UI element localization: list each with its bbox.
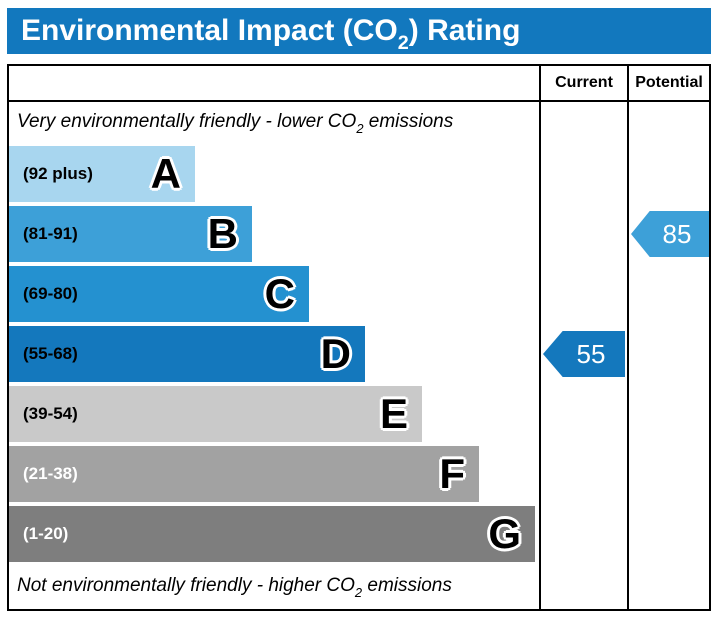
chart-title-text-end: ) Rating [408,14,521,47]
top-note: Very environmentally friendly - lower CO… [9,102,539,144]
rating-band-a: (92 plus) A [9,144,539,204]
band-bar-g: (1-20) G [9,506,535,562]
band-letter: B [207,210,238,257]
band-letter: C [264,270,295,317]
band-range-label: (21-38) [23,464,78,483]
potential-row-a [629,144,709,204]
potential-rating-value: 85 [662,218,692,249]
band-range-label: (1-20) [23,524,69,543]
current-rating-value: 55 [576,338,606,369]
bottom-note-text: Not environmentally friendly - higher CO [17,575,355,596]
chart-title-banner: Environmental Impact (CO2) Rating [7,8,711,54]
rating-band-g: (1-20) G [9,504,539,564]
band-range-label: (92 plus) [23,164,93,183]
rating-band-c: (69-80) C [9,264,539,324]
band-bar-c: (69-80) C [9,266,309,322]
potential-rating-arrow: 85 [631,211,709,257]
column-header-potential: Potential [627,66,709,100]
band-letter: E [379,390,408,437]
band-bar-b: (81-91) B [9,206,252,262]
current-column: 55 [539,102,627,609]
current-rows: 55 [541,144,627,564]
band-range-label: (69-80) [23,284,78,303]
rating-band-d: (55-68) D [9,324,539,384]
potential-column-spacer [629,102,709,144]
rating-band-e: (39-54) E [9,384,539,444]
current-row-b [541,204,627,264]
potential-row-c [629,264,709,324]
chart-body: Very environmentally friendly - lower CO… [9,102,709,609]
band-letter: D [320,330,351,377]
band-letter: A [150,150,181,197]
current-row-a [541,144,627,204]
bottom-note-text-end: emissions [362,575,452,596]
band-letter: F [439,450,465,497]
potential-row-f [629,444,709,504]
current-row-g [541,504,627,564]
band-bar-e: (39-54) E [9,386,422,442]
column-header-spacer [9,66,539,100]
bottom-note-subscript: 2 [354,584,363,600]
top-note-text: Very environmentally friendly - lower CO [17,111,357,132]
epc-rating-chart: Current Potential Very environmentally f… [7,64,711,611]
rating-band-f: (21-38) F [9,444,539,504]
current-row-d: 55 [541,324,627,384]
chart-title-text: Environmental Impact (CO [21,14,398,47]
chart-title: Environmental Impact (CO2) Rating [21,14,521,53]
top-note-text-end: emissions [363,111,454,132]
band-bar-f: (21-38) F [9,446,479,502]
potential-row-b: 85 [629,204,709,264]
current-row-f [541,444,627,504]
potential-row-e [629,384,709,444]
current-column-spacer [541,102,627,144]
column-header-row: Current Potential [9,66,709,102]
potential-row-g [629,504,709,564]
column-header-current: Current [539,66,627,100]
potential-row-d [629,324,709,384]
band-bar-a: (92 plus) A [9,146,195,202]
current-rating-arrow: 55 [543,331,625,377]
potential-rows: 85 [629,144,709,564]
bands-column: Very environmentally friendly - lower CO… [9,102,539,609]
bottom-note: Not environmentally friendly - higher CO… [9,575,539,609]
current-row-e [541,384,627,444]
band-range-label: (39-54) [23,404,78,423]
potential-column: 85 [627,102,709,609]
chart-title-subscript: 2 [397,32,409,54]
rating-bands: (92 plus) A (81-91) B (69-80) C (55-68) D (39-54… [9,144,539,564]
band-letter: G [488,510,521,557]
top-note-subscript: 2 [356,120,364,136]
current-row-c [541,264,627,324]
band-range-label: (81-91) [23,224,78,243]
band-range-label: (55-68) [23,344,78,363]
band-bar-d: (55-68) D [9,326,365,382]
rating-band-b: (81-91) B [9,204,539,264]
